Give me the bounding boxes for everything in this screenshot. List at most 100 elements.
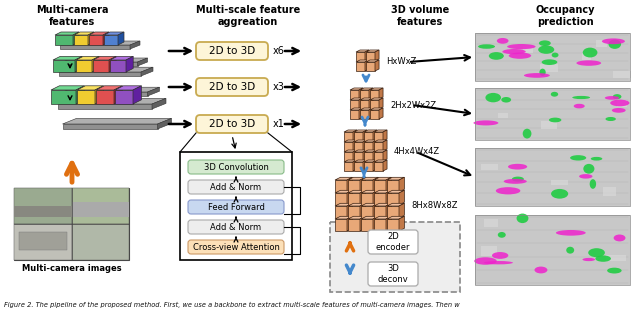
Polygon shape: [63, 118, 172, 124]
Polygon shape: [361, 206, 373, 218]
Polygon shape: [88, 32, 94, 45]
Polygon shape: [361, 190, 378, 193]
Polygon shape: [347, 190, 353, 205]
Polygon shape: [350, 108, 363, 110]
Polygon shape: [74, 35, 88, 45]
Text: 2D
encoder: 2D encoder: [376, 232, 410, 252]
Ellipse shape: [612, 108, 626, 113]
Polygon shape: [350, 110, 359, 119]
Polygon shape: [335, 190, 353, 193]
Polygon shape: [133, 86, 141, 104]
Polygon shape: [58, 104, 152, 109]
Ellipse shape: [539, 40, 551, 46]
Polygon shape: [374, 132, 383, 141]
Polygon shape: [348, 219, 360, 231]
Polygon shape: [366, 50, 379, 52]
Polygon shape: [92, 56, 99, 72]
Polygon shape: [126, 56, 133, 72]
Bar: [613, 71, 631, 78]
Polygon shape: [93, 60, 109, 72]
Polygon shape: [387, 203, 404, 206]
Polygon shape: [96, 86, 122, 90]
Bar: [475, 88, 630, 140]
Polygon shape: [348, 177, 365, 180]
Bar: [14, 224, 72, 260]
Polygon shape: [363, 140, 367, 151]
Polygon shape: [59, 72, 141, 76]
Ellipse shape: [583, 48, 597, 57]
Polygon shape: [364, 160, 377, 162]
Polygon shape: [344, 152, 353, 161]
Polygon shape: [354, 160, 367, 162]
Polygon shape: [152, 98, 166, 109]
Text: Cross-view Attention: Cross-view Attention: [193, 242, 280, 251]
Text: Add & Norm: Add & Norm: [211, 183, 262, 192]
Polygon shape: [77, 86, 104, 90]
Polygon shape: [104, 32, 124, 35]
Polygon shape: [353, 150, 357, 161]
Polygon shape: [55, 32, 79, 35]
FancyBboxPatch shape: [196, 78, 268, 96]
Polygon shape: [354, 132, 363, 141]
Polygon shape: [118, 32, 124, 45]
Polygon shape: [399, 216, 404, 231]
Text: x3: x3: [273, 82, 285, 92]
Polygon shape: [364, 150, 377, 152]
FancyBboxPatch shape: [368, 262, 418, 286]
Polygon shape: [373, 160, 377, 171]
Polygon shape: [95, 86, 104, 104]
Polygon shape: [348, 180, 360, 192]
FancyBboxPatch shape: [188, 160, 284, 174]
Polygon shape: [348, 193, 360, 205]
Polygon shape: [363, 150, 367, 161]
Polygon shape: [354, 152, 363, 161]
Polygon shape: [383, 150, 387, 161]
Polygon shape: [370, 90, 379, 99]
Polygon shape: [348, 216, 365, 219]
Polygon shape: [109, 56, 116, 72]
Polygon shape: [76, 60, 92, 72]
Text: Multi-camera
features: Multi-camera features: [36, 5, 108, 27]
Ellipse shape: [602, 38, 625, 44]
Ellipse shape: [523, 129, 531, 139]
Text: 3D
deconv: 3D deconv: [378, 264, 408, 284]
Text: x6: x6: [273, 46, 285, 56]
Polygon shape: [399, 177, 404, 192]
Ellipse shape: [579, 174, 593, 178]
Ellipse shape: [501, 97, 511, 103]
Ellipse shape: [566, 247, 574, 254]
Bar: [596, 40, 607, 47]
Polygon shape: [369, 88, 373, 99]
Polygon shape: [373, 216, 378, 231]
Bar: [540, 65, 557, 71]
Polygon shape: [335, 203, 353, 206]
Polygon shape: [356, 52, 365, 61]
Polygon shape: [347, 203, 353, 218]
Bar: [475, 33, 630, 81]
Polygon shape: [365, 60, 369, 71]
Polygon shape: [374, 160, 387, 162]
Polygon shape: [360, 190, 365, 205]
Polygon shape: [114, 86, 122, 104]
Polygon shape: [387, 177, 404, 180]
Bar: [475, 215, 630, 285]
Polygon shape: [374, 180, 386, 192]
Ellipse shape: [577, 60, 601, 66]
Polygon shape: [348, 190, 365, 193]
Polygon shape: [364, 162, 373, 171]
FancyBboxPatch shape: [188, 200, 284, 214]
Polygon shape: [110, 56, 133, 60]
Polygon shape: [344, 142, 353, 151]
Text: 8Hx8Wx8Z: 8Hx8Wx8Z: [412, 201, 458, 209]
FancyBboxPatch shape: [188, 220, 284, 234]
Polygon shape: [387, 180, 399, 192]
Polygon shape: [387, 216, 404, 219]
Ellipse shape: [478, 44, 495, 49]
Ellipse shape: [610, 100, 630, 106]
Polygon shape: [63, 124, 157, 129]
Bar: [475, 33, 630, 81]
Bar: [475, 148, 630, 206]
Polygon shape: [374, 206, 386, 218]
Ellipse shape: [516, 213, 529, 223]
Bar: [551, 179, 568, 185]
